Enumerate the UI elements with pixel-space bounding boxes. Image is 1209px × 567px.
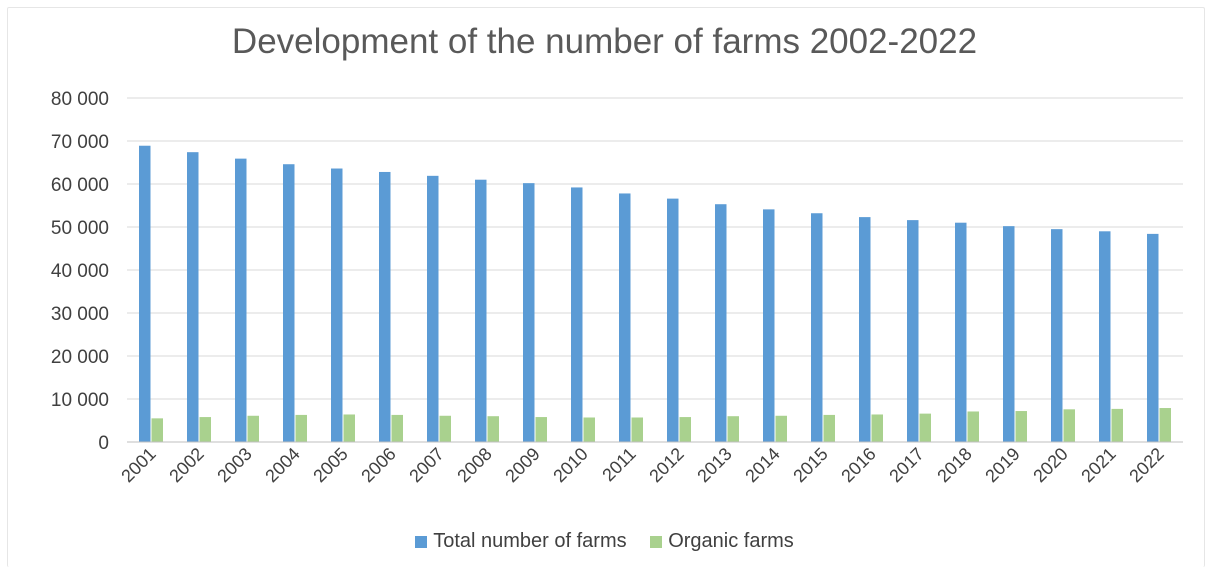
x-tick-label: 2012 — [645, 444, 687, 486]
bar-organic-farms — [823, 414, 835, 442]
x-tick-label: 2013 — [693, 444, 735, 486]
x-tick-label: 2017 — [885, 444, 927, 486]
x-tick-label: 2018 — [933, 444, 975, 486]
bars — [139, 145, 1171, 443]
bar-total-farms — [619, 193, 631, 442]
bar-total-farms — [1051, 229, 1063, 442]
bar-chart: 80 000 70 000 60 000 50 000 40 000 30 000 20 0… — [51, 89, 1183, 486]
bar-total-farms — [475, 179, 487, 442]
legend-swatch-organic — [650, 535, 663, 548]
chart-frame — [7, 7, 1205, 567]
bar-organic-farms — [199, 417, 211, 442]
bar-organic-farms — [1015, 411, 1027, 442]
x-tick-label: 2021 — [1077, 444, 1119, 486]
bar-total-farms — [763, 209, 775, 442]
bar-organic-farms — [1111, 408, 1123, 442]
y-tick-label: 30 000 — [51, 304, 109, 325]
y-tick-label: 40 000 — [51, 261, 109, 282]
bar-total-farms — [1147, 233, 1159, 442]
bar-organic-farms — [775, 415, 787, 442]
x-tick-label: 2022 — [1125, 444, 1167, 486]
chart-title: Development of the number of farms 2002-… — [231, 22, 978, 61]
x-tick-label: 2019 — [981, 444, 1023, 486]
y-tick-label: 50 000 — [51, 218, 109, 239]
x-tick-label: 2020 — [1029, 444, 1071, 486]
bar-total-farms — [523, 183, 535, 442]
bar-organic-farms — [679, 417, 691, 442]
bar-total-farms — [187, 152, 199, 442]
x-axis-tick-labels: 2001 2002 2003 2004 2005 2006 2007 2008 2009 2010… — [117, 444, 1167, 486]
bar-organic-farms — [487, 416, 499, 442]
x-tick-label: 2009 — [501, 444, 543, 486]
y-tick-label: 0 — [98, 433, 109, 454]
bar-total-farms — [715, 204, 727, 442]
bar-organic-farms — [295, 414, 307, 442]
bar-organic-farms — [583, 417, 595, 442]
bar-organic-farms — [919, 413, 931, 442]
bar-organic-farms — [727, 416, 739, 442]
x-tick-label: 2007 — [405, 444, 447, 486]
legend: Total number of farms Organic farms — [0, 530, 1209, 554]
bar-organic-farms — [871, 414, 883, 442]
x-tick-label: 2004 — [261, 444, 303, 486]
bar-total-farms — [571, 187, 583, 442]
x-tick-label: 2001 — [117, 444, 159, 486]
bar-total-farms — [907, 220, 919, 442]
bar-organic-farms — [343, 414, 355, 442]
x-tick-label: 2016 — [837, 444, 879, 486]
legend-label-organic: Organic farms — [668, 530, 794, 552]
bar-total-farms — [1003, 226, 1015, 442]
bar-total-farms — [283, 164, 295, 442]
bar-total-farms — [667, 198, 679, 442]
legend-item-organic: Organic farms — [650, 530, 794, 553]
bar-total-farms — [139, 145, 151, 443]
x-tick-label: 2008 — [453, 444, 495, 486]
bar-organic-farms — [391, 414, 403, 442]
bar-total-farms — [427, 175, 439, 442]
x-tick-label: 2011 — [598, 444, 640, 486]
bar-organic-farms — [535, 417, 547, 442]
legend-swatch-total — [415, 535, 428, 548]
x-tick-label: 2010 — [549, 444, 591, 486]
bar-organic-farms — [247, 415, 259, 442]
bar-organic-farms — [631, 417, 643, 442]
legend-label-total: Total number of farms — [433, 530, 627, 552]
x-tick-label: 2005 — [309, 444, 351, 486]
bar-organic-farms — [967, 411, 979, 442]
bar-total-farms — [859, 217, 871, 442]
bar-total-farms — [1099, 231, 1111, 442]
bar-total-farms — [955, 222, 967, 442]
bar-organic-farms — [439, 415, 451, 442]
x-tick-label: 2006 — [357, 444, 399, 486]
x-tick-label: 2002 — [165, 444, 207, 486]
legend-item-total: Total number of farms — [415, 530, 627, 553]
y-tick-label: 20 000 — [51, 347, 109, 368]
x-tick-label: 2014 — [741, 444, 783, 486]
y-tick-label: 80 000 — [51, 89, 109, 110]
y-tick-label: 70 000 — [51, 132, 109, 153]
bar-total-farms — [379, 171, 391, 442]
x-tick-label: 2003 — [213, 444, 255, 486]
bar-total-farms — [235, 158, 247, 442]
y-tick-label: 10 000 — [51, 390, 109, 411]
y-tick-label: 60 000 — [51, 175, 109, 196]
bar-organic-farms — [1159, 408, 1171, 442]
bar-organic-farms — [1063, 409, 1075, 442]
y-axis-tick-labels: 80 000 70 000 60 000 50 000 40 000 30 000 20 0… — [51, 89, 109, 454]
x-tick-label: 2015 — [789, 444, 831, 486]
bar-organic-farms — [151, 418, 163, 442]
bar-total-farms — [811, 213, 823, 442]
bar-total-farms — [331, 168, 343, 442]
